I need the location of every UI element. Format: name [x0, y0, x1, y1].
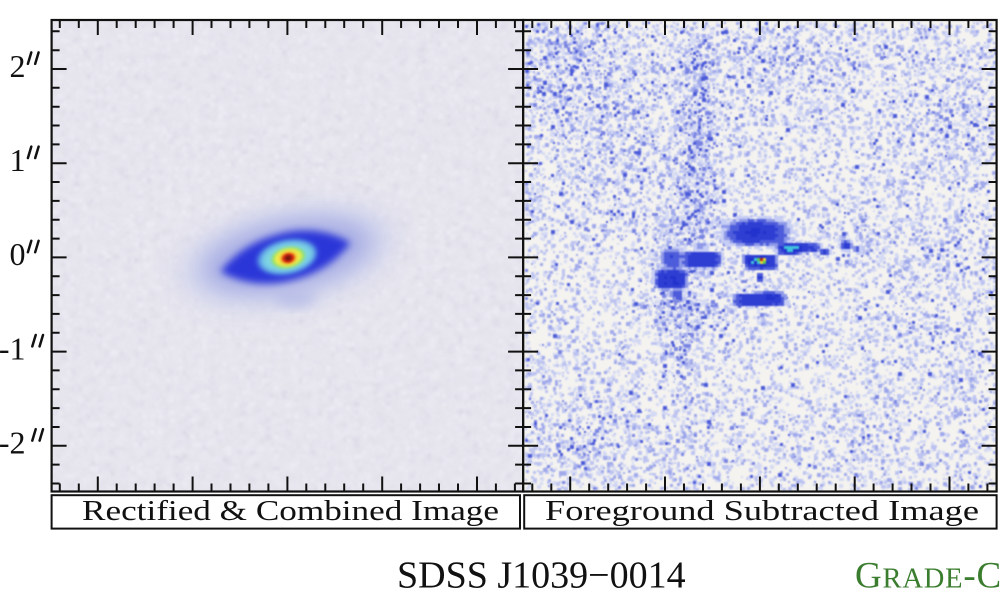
- svg-text:-1: -1: [0, 330, 26, 366]
- svg-text:0: 0: [10, 236, 26, 272]
- svg-text:-2: -2: [0, 425, 26, 461]
- svg-text:Foreground Subtracted Image: Foreground Subtracted Image: [545, 496, 979, 527]
- svg-text:1: 1: [10, 142, 26, 178]
- svg-text:SDSS J1039−0014: SDSS J1039−0014: [397, 555, 686, 597]
- svg-text:Rectified & Combined Image: Rectified & Combined Image: [82, 496, 499, 527]
- svg-text:2: 2: [10, 48, 26, 84]
